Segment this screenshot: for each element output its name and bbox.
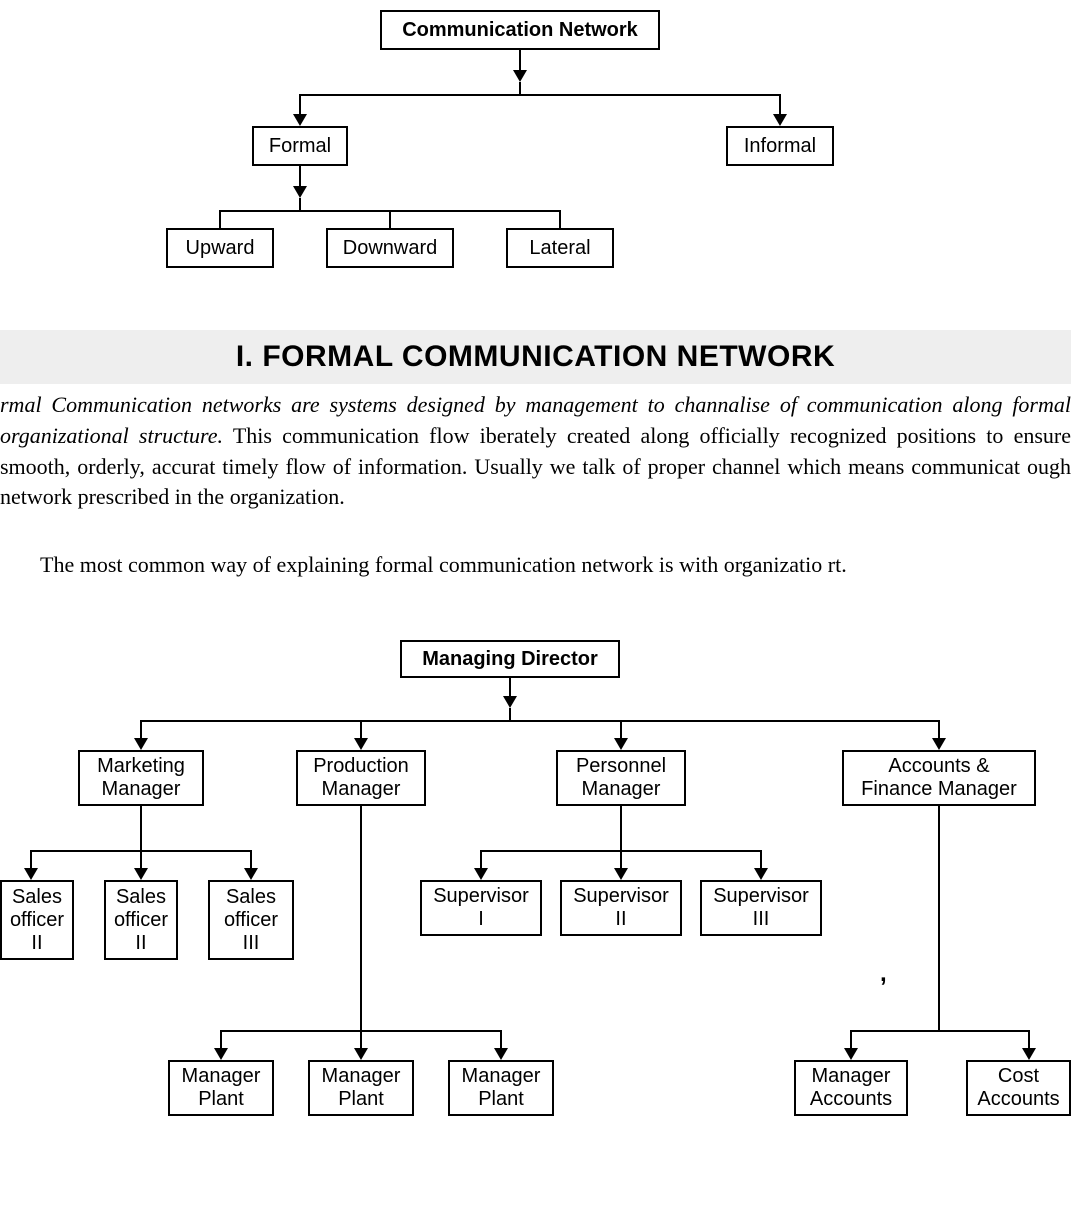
connector xyxy=(30,850,32,870)
arrow-icon xyxy=(293,114,307,126)
connector xyxy=(850,1030,852,1050)
connector xyxy=(1028,1030,1030,1050)
connector xyxy=(519,82,521,94)
node-md: Managing Director xyxy=(400,640,620,678)
arrow-icon xyxy=(754,868,768,880)
node-plant-3: Manager Plant xyxy=(448,1060,554,1116)
connector xyxy=(620,850,622,870)
connector xyxy=(299,94,781,96)
arrow-icon xyxy=(773,114,787,126)
arrow-icon xyxy=(214,1048,228,1060)
node-sales-2: Sales officer II xyxy=(104,880,178,960)
connector xyxy=(299,198,301,210)
connector xyxy=(140,720,142,740)
arrow-icon xyxy=(844,1048,858,1060)
connector xyxy=(140,850,142,870)
node-sales-3: Sales officer III xyxy=(208,880,294,960)
node-comm-network: Communication Network xyxy=(380,10,660,50)
connector xyxy=(938,806,940,1030)
arrow-icon xyxy=(513,70,527,82)
arrow-icon xyxy=(134,738,148,750)
node-supervisor-2: Supervisor II xyxy=(560,880,682,936)
connector xyxy=(299,94,301,116)
arrow-icon xyxy=(24,868,38,880)
connector xyxy=(360,720,362,740)
connector xyxy=(220,1030,222,1050)
connector xyxy=(519,50,521,72)
arrow-icon xyxy=(614,738,628,750)
arrow-icon xyxy=(614,868,628,880)
node-informal: Informal xyxy=(726,126,834,166)
connector xyxy=(509,678,511,698)
connector xyxy=(620,720,622,740)
node-plant-1: Manager Plant xyxy=(168,1060,274,1116)
node-formal: Formal xyxy=(252,126,348,166)
node-supervisor-1: Supervisor I xyxy=(420,880,542,936)
arrow-icon xyxy=(134,868,148,880)
connector xyxy=(559,210,561,228)
arrow-icon xyxy=(474,868,488,880)
paragraph-1: rmal Communication networks are systems … xyxy=(0,390,1071,513)
node-mgr-accounts: Manager Accounts xyxy=(794,1060,908,1116)
node-cost-accounts: Cost Accounts xyxy=(966,1060,1071,1116)
connector xyxy=(938,720,940,740)
node-personnel-mgr: Personnel Manager xyxy=(556,750,686,806)
connector xyxy=(389,210,391,228)
node-supervisor-3: Supervisor III xyxy=(700,880,822,936)
arrow-icon xyxy=(354,1048,368,1060)
node-production-mgr: Production Manager xyxy=(296,750,426,806)
section-heading: I. FORMAL COMMUNICATION NETWORK xyxy=(0,330,1071,384)
paragraph-2: The most common way of explaining formal… xyxy=(0,550,1071,581)
connector xyxy=(500,1030,502,1050)
node-plant-2: Manager Plant xyxy=(308,1060,414,1116)
connector xyxy=(779,94,781,116)
connector xyxy=(509,708,511,720)
connector xyxy=(219,210,221,228)
node-downward: Downward xyxy=(326,228,454,268)
arrow-icon xyxy=(354,738,368,750)
connector xyxy=(299,166,301,188)
connector xyxy=(140,806,142,850)
arrow-icon xyxy=(244,868,258,880)
arrow-icon xyxy=(1022,1048,1036,1060)
arrow-icon xyxy=(293,186,307,198)
artifact-mark: , xyxy=(880,960,887,988)
connector xyxy=(760,850,762,870)
connector xyxy=(620,806,622,850)
connector xyxy=(360,806,362,1030)
connector xyxy=(480,850,482,870)
connector xyxy=(140,720,940,722)
node-marketing-mgr: Marketing Manager xyxy=(78,750,204,806)
node-lateral: Lateral xyxy=(506,228,614,268)
arrow-icon xyxy=(494,1048,508,1060)
connector xyxy=(250,850,252,870)
connector xyxy=(850,1030,1030,1032)
arrow-icon xyxy=(503,696,517,708)
node-upward: Upward xyxy=(166,228,274,268)
connector xyxy=(360,1030,362,1050)
node-sales-1: Sales officer II xyxy=(0,880,74,960)
arrow-icon xyxy=(932,738,946,750)
node-accounts-mgr: Accounts & Finance Manager xyxy=(842,750,1036,806)
page: Communication Network Formal Informal Up… xyxy=(0,0,1071,1205)
